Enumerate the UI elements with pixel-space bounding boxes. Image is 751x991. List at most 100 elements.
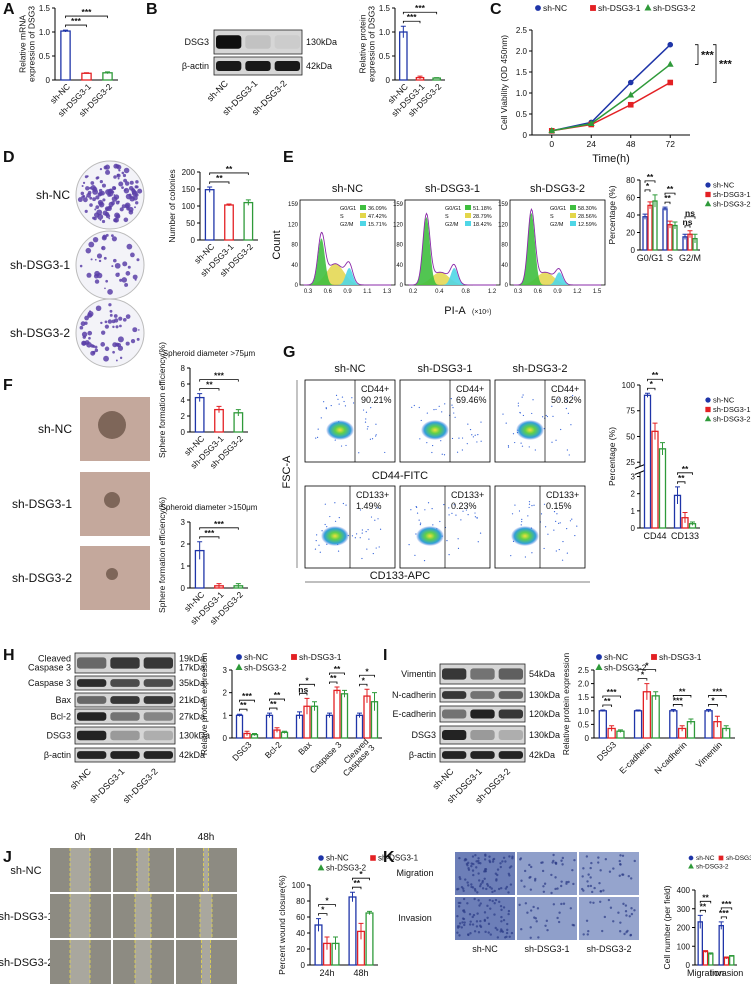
blot-size: 27kDa [179,712,205,722]
transwell-cell [506,922,509,926]
colony [121,186,124,190]
flow-event [358,452,360,454]
transwell-cell [496,928,499,931]
y-tick-label: 2 [181,412,186,421]
significance-bracket [708,704,718,707]
colony [123,217,129,223]
blot-band [442,709,467,719]
flow-event [379,528,382,530]
colony [103,256,107,260]
phase-percent: 58.30% [578,206,597,212]
transwell-cell [499,865,503,869]
flow-event [540,513,543,515]
error-bar [682,233,688,240]
blot-band [110,657,140,669]
panel-letter: I [383,647,387,664]
flow-event [343,400,345,403]
colony [110,201,115,206]
histogram-ytick: 40 [291,263,298,269]
colony [112,325,115,329]
flow-event [521,521,523,523]
error-bar [600,709,606,712]
colony [88,241,95,248]
significance-bracket [299,692,308,696]
transwell-cell [496,936,500,939]
flow-event [466,443,468,445]
significance-bracket [664,192,676,196]
significance-bracket [199,379,239,382]
legend-marker [370,855,376,861]
blot-band [498,691,523,699]
bar [60,30,71,81]
transwell-cell [471,869,475,872]
transwell-cell [500,908,503,912]
transwell-cell [505,931,509,935]
error-bar [267,712,272,718]
transwell-cell [496,868,500,871]
colony [136,337,140,341]
flow-event [457,547,460,549]
significance-bracket [684,225,691,228]
flow-event [547,533,549,535]
transwell-cell [618,874,621,877]
transwell-cell [478,885,482,888]
transwell-cell [500,915,503,919]
transwell-cell [506,928,509,932]
flow-event [366,428,368,430]
significance-bracket [269,698,285,702]
y-label: Sphere formation efficiency(%) [157,497,167,613]
colony [101,219,106,224]
transwell-cell [582,867,585,870]
y-tick-label: 20 [296,945,305,954]
flow-event [377,507,379,509]
flow-event [567,412,569,414]
transwell-cell [624,910,628,913]
colony [122,317,127,322]
error-bar [675,486,680,504]
colony [113,175,117,179]
y-tick-label: 0 [301,961,306,970]
y-tick-label: 0.5 [516,110,528,119]
significance-bracket [699,900,712,904]
colony [113,194,116,196]
transwell-cell [479,919,482,923]
colony [90,258,93,261]
flow-event [411,406,413,408]
flow-event [416,512,419,514]
colony [79,325,84,330]
flow-event [531,552,533,554]
significance-label: ** [604,696,611,706]
colony [125,271,131,276]
colony [89,203,93,207]
transwell-cell [507,912,510,916]
transwell-cell [627,874,630,878]
transwell-cell [481,887,485,890]
flow-event [542,416,544,418]
significance-label: *** [82,7,93,17]
flow-event [375,547,377,549]
histogram-xtick: 1.5 [593,289,602,295]
transwell-cell [458,934,461,937]
flow-event [324,503,326,505]
blot-size: 130kDa [179,731,210,741]
colony [107,319,113,324]
significance-label: ** [274,690,281,700]
flow-event [320,417,322,419]
flow-event [364,421,367,423]
y-tick-label: 60 [626,194,635,203]
error-bar [434,77,440,79]
significance-bracket [637,669,657,672]
flow-event [511,513,514,515]
spheroid [104,492,120,508]
colony [108,217,111,220]
histogram-g1 [304,238,391,285]
flow-event [426,442,428,444]
transwell-cell [565,880,568,884]
y-label: Relative protein expression [561,652,571,755]
colony [126,243,133,250]
histogram-xtick: 0.4 [435,289,444,295]
phase-name: S [340,214,344,220]
y-tick-label: 400 [677,886,691,895]
axis-break-mark [634,463,646,469]
flow-event [522,414,525,417]
